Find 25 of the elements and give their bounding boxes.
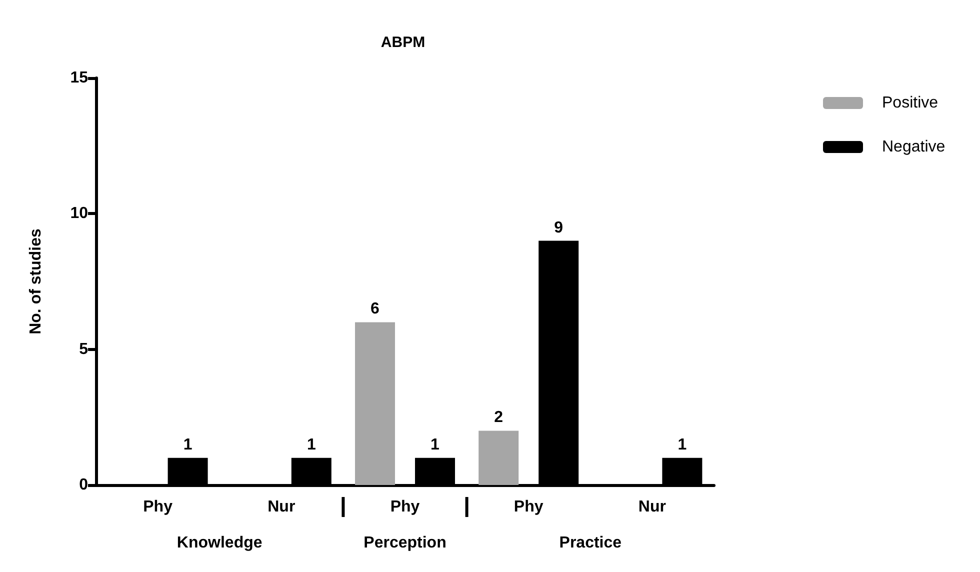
- y-tick-label: 5: [79, 340, 88, 358]
- data-label: 1: [306, 436, 316, 454]
- chart-title: ABPM: [380, 34, 426, 51]
- x-tick-label: Phy: [390, 498, 420, 516]
- legend-label: Positive: [882, 94, 938, 112]
- legend-label: Negative: [882, 138, 946, 156]
- x-tick-label: Nur: [638, 498, 666, 516]
- y-axis-title: No. of studies: [28, 228, 44, 334]
- text: Perception: [364, 534, 446, 552]
- text: Knowledge: [176, 534, 262, 552]
- y-tick-label: 10: [70, 205, 88, 222]
- data-label: 1: [183, 436, 192, 454]
- text: Practice: [559, 534, 622, 552]
- y-tick-label: 0: [79, 476, 88, 494]
- data-label: 9: [554, 219, 564, 236]
- data-label: 2: [494, 409, 504, 426]
- data-label: 1: [430, 436, 440, 454]
- x-tick-label: Phy: [143, 498, 173, 516]
- data-label: 1: [678, 436, 687, 454]
- data-label: 6: [370, 300, 380, 318]
- x-tick-label: Nur: [268, 498, 296, 516]
- bar: [355, 322, 395, 485]
- x-tick-label: Phy: [514, 498, 544, 516]
- bar: [478, 430, 519, 485]
- y-tick-label: 15: [70, 70, 88, 86]
